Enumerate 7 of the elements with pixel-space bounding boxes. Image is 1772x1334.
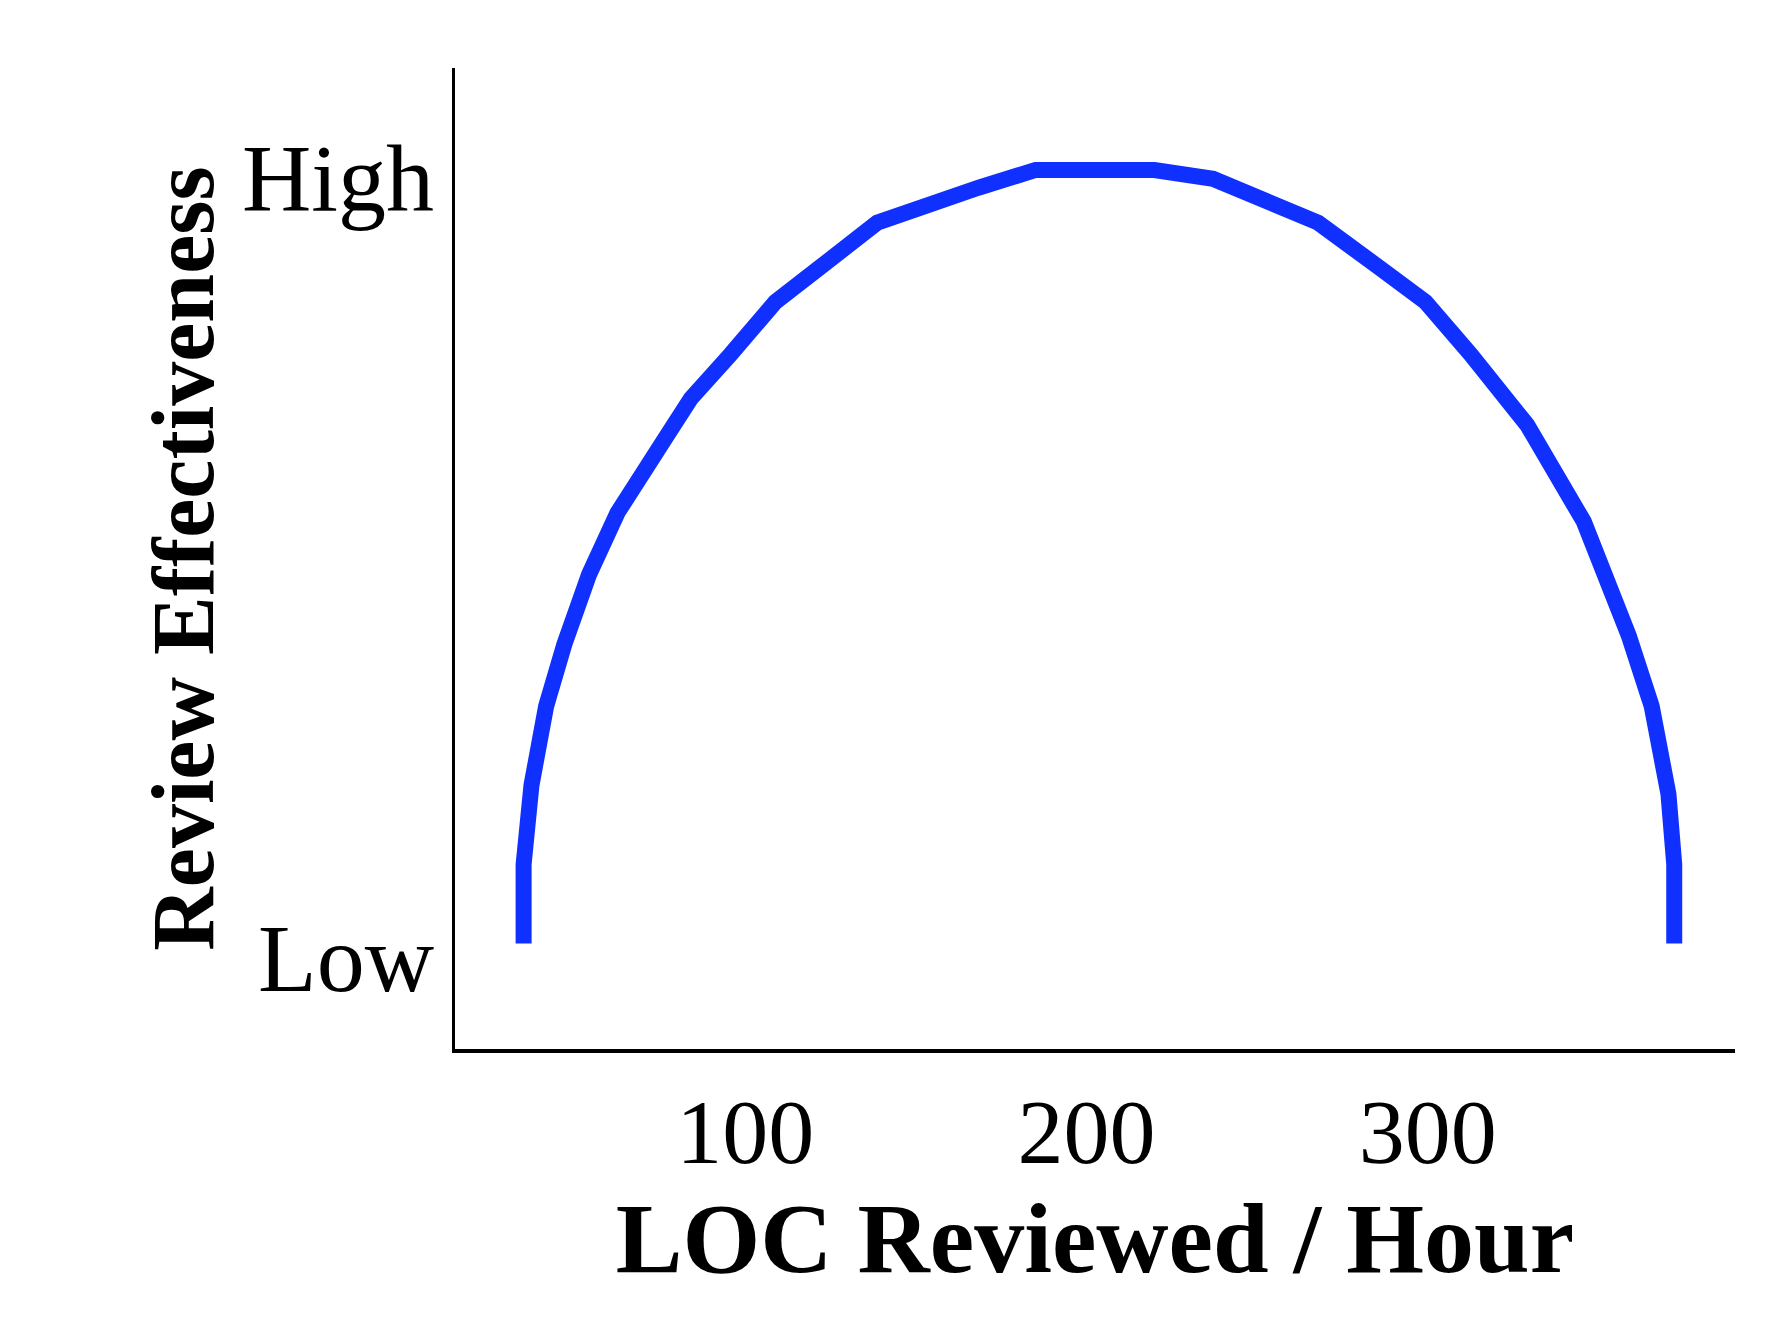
- text: High: [242, 125, 434, 232]
- x-tick-label: 300: [1358, 1081, 1497, 1184]
- x-tick-label: 100: [676, 1081, 815, 1184]
- y-axis-title: Review Effectiveness: [134, 166, 232, 951]
- x-axis-title: LOC Reviewed / Hour: [615, 1183, 1575, 1295]
- x-tick-label: 200: [1017, 1081, 1156, 1184]
- text: Low: [258, 905, 434, 1012]
